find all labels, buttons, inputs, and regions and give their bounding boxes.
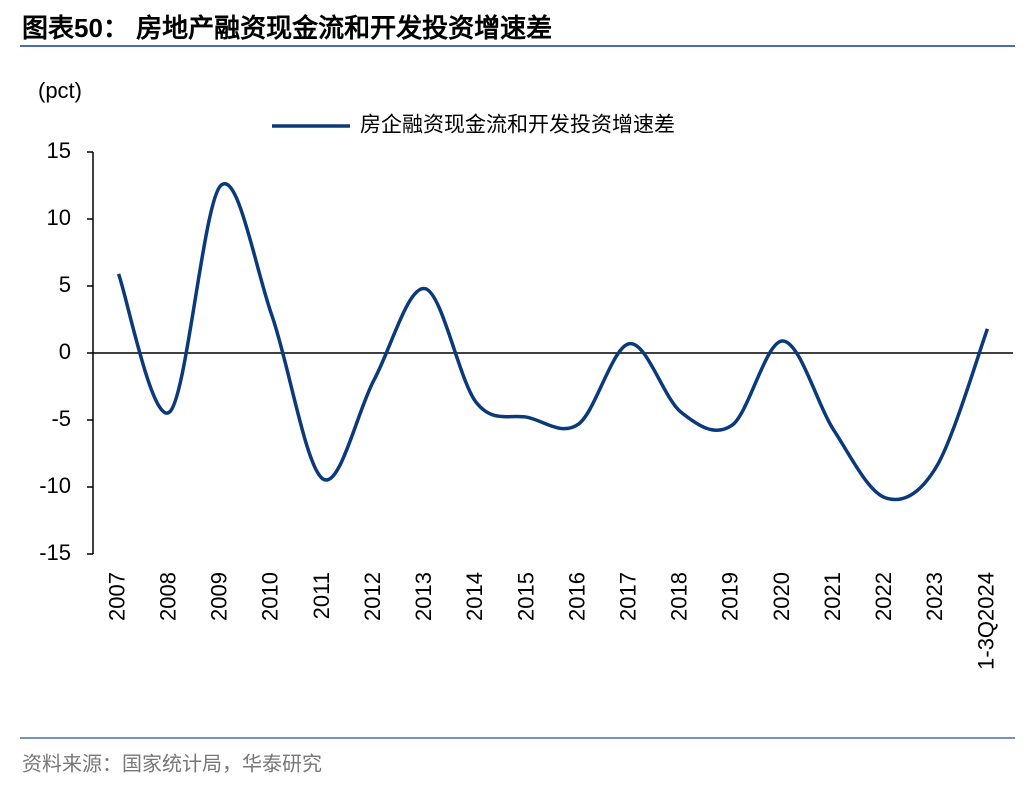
x-tick-label: 2023: [922, 572, 947, 621]
y-tick-label: 10: [47, 205, 71, 230]
x-tick-label: 2009: [207, 572, 232, 621]
x-tick-label: 2012: [360, 572, 385, 621]
x-tick-label: 2021: [820, 572, 845, 621]
x-tick-label: 2020: [769, 572, 794, 621]
legend-label: 房企融资现金流和开发投资增速差: [360, 114, 675, 137]
x-tick-label: 2015: [513, 572, 538, 621]
y-tick-label: -15: [39, 540, 71, 565]
chart-title: 图表50： 房地产融资现金流和开发投资增速差: [22, 13, 552, 43]
x-tick-label: 2007: [104, 572, 129, 621]
y-tick-label: -5: [51, 406, 71, 431]
y-tick-label: -10: [39, 473, 71, 498]
data-line: [116, 181, 990, 502]
x-tick-label: 2008: [155, 572, 180, 621]
x-tick-label: 1-3Q2024: [973, 572, 998, 670]
x-tick-label: 2014: [462, 572, 487, 621]
y-tick-label: 5: [59, 272, 71, 297]
x-tick-label: 2022: [871, 572, 896, 621]
source-note: 资料来源：国家统计局，华泰研究: [22, 752, 322, 775]
x-tick-label: 2019: [718, 572, 743, 621]
x-tick-label: 2017: [615, 572, 640, 621]
x-tick-label: 2016: [564, 572, 589, 621]
x-tick-label: 2010: [258, 572, 283, 621]
y-tick-label: 15: [47, 138, 71, 163]
x-tick-label: 2013: [411, 572, 436, 621]
y-axis-unit: (pct): [38, 78, 82, 103]
y-tick-label: 0: [59, 339, 71, 364]
x-tick-label: 2011: [309, 572, 334, 619]
x-tick-label: 2018: [667, 572, 692, 621]
